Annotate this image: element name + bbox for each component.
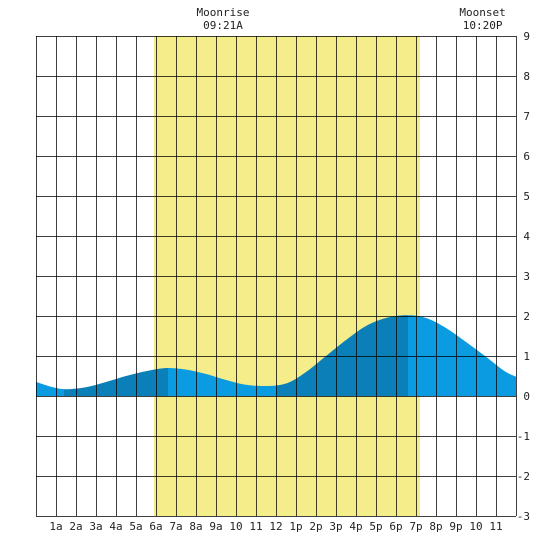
y-tick-label: 4 <box>523 230 530 243</box>
x-tick-label: 11 <box>249 520 262 533</box>
y-tick-label: 2 <box>523 310 530 323</box>
x-tick-label: 9p <box>449 520 462 533</box>
tide-area <box>36 315 516 396</box>
x-axis-labels: 1a 2a 3a 4a 5a 6a 7a 8a 9a 10 11 12 1p 2p 3p 4p 5p 6p 7p 8p… <box>49 520 502 533</box>
x-tick-label: 2p <box>309 520 322 533</box>
x-tick-label: 6a <box>149 520 162 533</box>
x-tick-label: 5a <box>129 520 142 533</box>
y-tick-label: -3 <box>517 510 530 523</box>
x-tick-label: 1p <box>289 520 302 533</box>
grid <box>36 36 517 517</box>
y-tick-label: 8 <box>523 70 530 83</box>
tide-segment <box>276 315 408 396</box>
moon-event-label: Moonrise <box>197 6 250 19</box>
x-tick-label: 1a <box>49 520 62 533</box>
moon-event-label: Moonset <box>459 6 505 19</box>
x-tick-label: 8p <box>429 520 442 533</box>
x-tick-label: 10 <box>229 520 242 533</box>
y-tick-label: 1 <box>523 350 530 363</box>
x-tick-label: 5p <box>369 520 382 533</box>
y-axis-labels: 9 8 7 6 5 4 3 2 1 0 -1 -2 -3 <box>517 30 531 523</box>
x-tick-label: 6p <box>389 520 402 533</box>
y-tick-label: 5 <box>523 190 530 203</box>
moon-event-time: 09:21A <box>203 19 243 32</box>
x-tick-label: 4p <box>349 520 362 533</box>
y-tick-label: 3 <box>523 270 530 283</box>
y-tick-label: -1 <box>517 430 530 443</box>
x-tick-label: 12 <box>269 520 282 533</box>
x-tick-label: 7a <box>169 520 182 533</box>
x-tick-label: 7p <box>409 520 422 533</box>
y-tick-label: 7 <box>523 110 530 123</box>
y-tick-label: 0 <box>523 390 530 403</box>
x-tick-label: 3p <box>329 520 342 533</box>
x-tick-label: 3a <box>89 520 102 533</box>
x-tick-label: 10 <box>469 520 482 533</box>
x-tick-label: 8a <box>189 520 202 533</box>
x-tick-label: 2a <box>69 520 82 533</box>
y-tick-label: 9 <box>523 30 530 43</box>
moon-event-time: 10:20P <box>463 19 503 32</box>
tide-segment <box>408 315 516 396</box>
x-tick-label: 4a <box>109 520 122 533</box>
tide-segment <box>168 368 276 396</box>
x-tick-label: 9a <box>209 520 222 533</box>
y-tick-label: 6 <box>523 150 530 163</box>
y-tick-label: -2 <box>517 470 530 483</box>
x-tick-label: 11 <box>489 520 502 533</box>
